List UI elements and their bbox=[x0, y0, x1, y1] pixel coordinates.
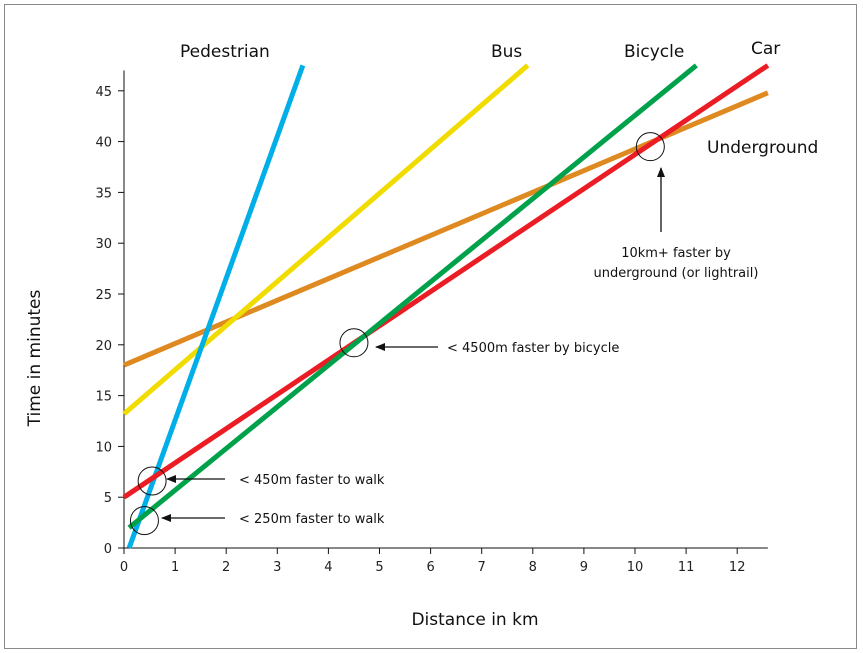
chart-frame bbox=[4, 4, 857, 649]
x-tick-label: 4 bbox=[324, 560, 332, 575]
x-tick-label: 2 bbox=[222, 560, 230, 575]
x-tick-label: 12 bbox=[729, 560, 746, 575]
y-tick-label: 20 bbox=[95, 339, 112, 354]
annotation-bicycle: < 4500m faster by bicycle bbox=[447, 341, 619, 356]
annotation-walk-250: < 250m faster to walk bbox=[239, 512, 385, 527]
series-label-pedestrian: Pedestrian bbox=[180, 42, 270, 62]
series-label-car: Car bbox=[751, 39, 780, 59]
x-tick-label: 5 bbox=[375, 560, 383, 575]
y-tick-label: 5 bbox=[104, 491, 112, 506]
series-label-bus: Bus bbox=[491, 42, 522, 62]
y-tick-label: 10 bbox=[95, 440, 112, 455]
series-line-pedestrian bbox=[126, 64, 306, 549]
y-tick-label: 35 bbox=[95, 186, 112, 201]
annotation-walk-450: < 450m faster to walk bbox=[239, 473, 385, 488]
series-line-car bbox=[122, 63, 770, 500]
series-label-bicycle: Bicycle bbox=[624, 42, 684, 62]
annotation-underground-line2: underground (or lightrail) bbox=[594, 266, 759, 281]
y-tick-label: 0 bbox=[104, 542, 112, 557]
x-tick-label: 10 bbox=[627, 560, 644, 575]
y-tick-label: 30 bbox=[95, 237, 112, 252]
annotation-underground-line1: 10km+ faster by bbox=[621, 246, 731, 261]
y-tick-label: 15 bbox=[95, 390, 112, 405]
annotation-circle-a4 bbox=[129, 506, 159, 536]
y-axis-title: Time in minutes bbox=[25, 290, 45, 428]
y-tick-label: 45 bbox=[95, 85, 112, 100]
annotation-circle-a1 bbox=[635, 132, 665, 162]
x-tick-label: 8 bbox=[529, 560, 537, 575]
series-line-bus bbox=[122, 63, 530, 416]
x-tick-label: 9 bbox=[580, 560, 588, 575]
x-tick-label: 1 bbox=[171, 560, 179, 575]
y-tick-label: 25 bbox=[95, 288, 112, 303]
x-tick-label: 6 bbox=[426, 560, 434, 575]
y-tick-label: 40 bbox=[95, 136, 112, 151]
series-label-underground: Underground bbox=[707, 138, 818, 158]
x-tick-label: 11 bbox=[678, 560, 695, 575]
x-axis-title: Distance in km bbox=[411, 610, 538, 630]
series-line-bicycle bbox=[127, 63, 698, 530]
x-tick-label: 7 bbox=[478, 560, 486, 575]
annotation-circle-a2 bbox=[339, 328, 369, 358]
x-tick-label: 0 bbox=[120, 560, 128, 575]
x-tick-label: 3 bbox=[273, 560, 281, 575]
